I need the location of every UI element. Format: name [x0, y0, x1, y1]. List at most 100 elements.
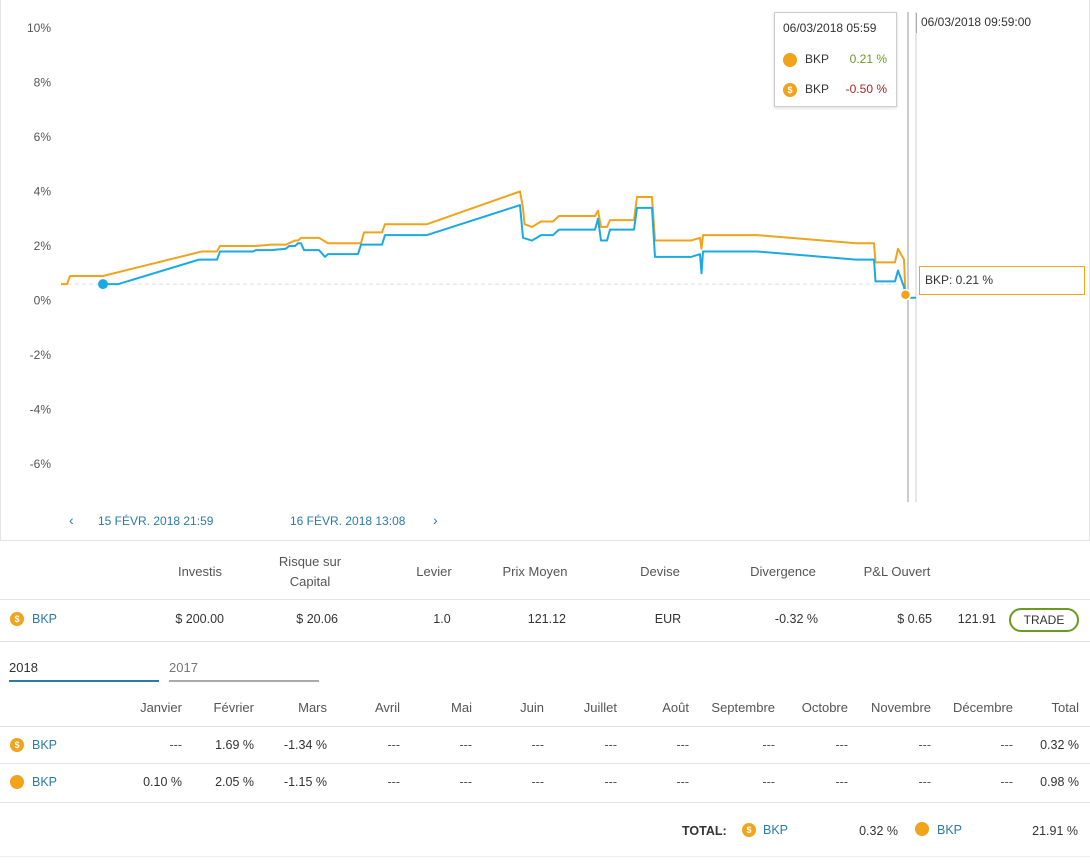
monthly-cell: ---: [762, 738, 776, 752]
monthly-row-name[interactable]: BKP: [32, 775, 58, 789]
series-dot-icon: [10, 775, 24, 789]
total-item-value: 21.91 %: [1032, 824, 1078, 838]
series-line[interactable]: [103, 204, 916, 299]
monthly-cell: ---: [835, 738, 849, 752]
dollar-coin-icon: $: [742, 823, 756, 837]
divider: [0, 540, 1090, 541]
monthly-cell: ---: [387, 775, 401, 789]
monthly-cell: 0.98 %: [1040, 775, 1079, 789]
month-header: Octobre: [801, 700, 848, 715]
position-invested: $ 200.00: [175, 612, 224, 626]
crosshair-date-label: 06/03/2018 09:59:00: [916, 13, 1036, 33]
y-tick-label: -6%: [30, 457, 52, 471]
header-invested: Investis: [177, 564, 223, 579]
y-tick-label: -2%: [30, 348, 52, 362]
position-currency: EUR: [654, 612, 682, 626]
tab-year-2018[interactable]: 2018: [9, 660, 159, 682]
monthly-cell: ---: [169, 738, 183, 752]
monthly-cell: ---: [604, 775, 618, 789]
total-item-name[interactable]: BKP: [937, 823, 963, 837]
divider: [0, 726, 1090, 727]
chevron-right-icon[interactable]: ›: [433, 512, 438, 528]
divider: [0, 802, 1090, 803]
month-header: Mars: [298, 700, 327, 715]
range-start-label[interactable]: 15 FÉVR. 2018 21:59: [98, 514, 214, 528]
dollar-coin-icon: $: [783, 83, 797, 97]
monthly-cell: ---: [835, 775, 849, 789]
monthly-cell: ---: [459, 775, 473, 789]
month-header: Avril: [374, 700, 400, 715]
dollar-coin-icon: $: [10, 612, 24, 626]
chart-area[interactable]: 10% 8% 6% 4% 2% 0% -2% -4% -6% 06/03/2018 05:59 …: [0, 0, 1090, 540]
trade-button[interactable]: TRADE: [1009, 608, 1079, 632]
header-avg-price: Prix Moyen: [502, 564, 568, 579]
y-tick-label: 6%: [34, 130, 52, 144]
tab-year-2017[interactable]: 2017: [169, 660, 319, 682]
divider: [0, 641, 1090, 642]
monthly-cell: 2.05 %: [215, 775, 254, 789]
monthly-cell: 1.69 %: [215, 738, 254, 752]
tooltip-date: 06/03/2018 05:59: [783, 21, 877, 35]
monthly-cell: ---: [604, 738, 618, 752]
monthly-cell: ---: [918, 738, 932, 752]
value-flag: BKP: 0.21 %: [919, 266, 1085, 295]
month-header: Décembre: [953, 700, 1013, 715]
tooltip-row: $ BKP -0.50 %: [783, 82, 893, 98]
monthly-cell: ---: [531, 775, 545, 789]
performance-chart[interactable]: 10% 8% 6% 4% 2% 0% -2% -4% -6%: [1, 0, 1090, 540]
start-marker: [98, 279, 108, 290]
header-risk-line1: Risque sur: [278, 554, 342, 569]
monthly-row-name[interactable]: BKP: [32, 738, 58, 752]
divider: [0, 599, 1090, 600]
month-header: Total: [1051, 700, 1079, 715]
dollar-coin-icon: $: [10, 738, 24, 752]
header-divergence: Divergence: [750, 564, 816, 579]
position-price: 121.91: [957, 612, 996, 626]
y-tick-label: 8%: [34, 76, 52, 90]
header-leverage: Levier: [416, 564, 452, 579]
month-header: Août: [662, 700, 689, 715]
month-header: Juin: [520, 700, 544, 715]
month-header: Février: [213, 700, 254, 715]
position-leverage: 1.0: [433, 612, 451, 626]
divider: [0, 856, 1090, 857]
monthly-cell: ---: [1000, 775, 1014, 789]
divider: [0, 763, 1090, 764]
y-tick-label: 4%: [34, 185, 52, 199]
tooltip-row-value: 0.21 %: [849, 52, 887, 66]
header-currency: Devise: [640, 564, 680, 579]
monthly-cell: ---: [459, 738, 473, 752]
monthly-cell: ---: [1000, 738, 1014, 752]
series-line[interactable]: [61, 190, 907, 295]
monthly-cell: ---: [676, 775, 690, 789]
monthly-cell: -1.34 %: [283, 738, 327, 752]
monthly-cell: ---: [676, 738, 690, 752]
series-dot-icon: [915, 822, 929, 836]
y-tick-label: -4%: [30, 403, 52, 417]
total-item-name[interactable]: BKP: [763, 823, 789, 837]
position-avg-price: 121.12: [527, 612, 566, 626]
y-tick-label: 0%: [34, 294, 52, 308]
header-risk-line2: Capital: [289, 574, 331, 589]
position-name-link[interactable]: BKP: [32, 612, 58, 626]
series-dot-icon: [783, 53, 797, 67]
monthly-cell: ---: [762, 775, 776, 789]
monthly-cell: ---: [387, 738, 401, 752]
total-item-value: 0.32 %: [859, 824, 898, 838]
tooltip-row-name: BKP: [805, 52, 830, 66]
position-pnl: $ 0.65: [897, 612, 932, 626]
monthly-cell: 0.10 %: [143, 775, 182, 789]
tooltip-row: BKP 0.21 %: [783, 52, 893, 68]
tooltip-row-value: -0.50 %: [845, 82, 887, 96]
month-header: Mai: [451, 700, 472, 715]
y-tick-label: 2%: [34, 239, 52, 253]
monthly-cell: ---: [918, 775, 932, 789]
month-header: Novembre: [871, 700, 931, 715]
position-risk: $ 20.06: [296, 612, 338, 626]
position-divergence: -0.32 %: [774, 612, 818, 626]
chart-tooltip: 06/03/2018 05:59 BKP 0.21 % $ BKP -0.50 …: [774, 12, 897, 107]
chevron-left-icon[interactable]: ‹: [69, 512, 74, 528]
month-header: Janvier: [140, 700, 182, 715]
tooltip-row-name: BKP: [805, 82, 830, 96]
range-end-label[interactable]: 16 FÉVR. 2018 13:08: [290, 514, 406, 528]
